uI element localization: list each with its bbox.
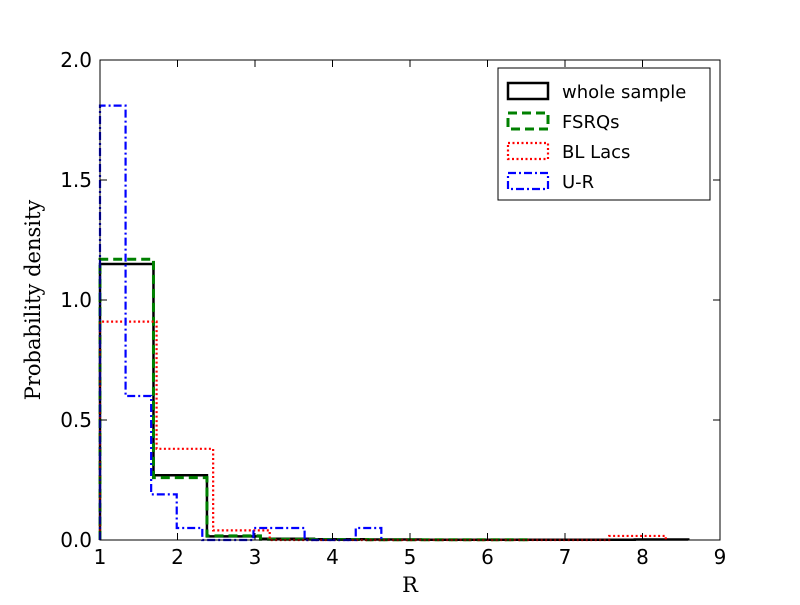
- x-tick-label: 6: [481, 545, 494, 569]
- x-tick-label: 8: [636, 545, 649, 569]
- x-tick-label: 1: [94, 545, 107, 569]
- y-tick-label: 0.5: [60, 408, 92, 432]
- legend-label: whole sample: [562, 82, 686, 103]
- legend-swatch: [506, 81, 550, 101]
- x-tick-label: 7: [559, 545, 572, 569]
- x-tick-label: 2: [171, 545, 184, 569]
- legend-label: U-R: [562, 172, 594, 193]
- y-tick-label: 0.0: [60, 528, 92, 552]
- x-tick-label: 5: [404, 545, 417, 569]
- series-whole-sample: [98, 262, 690, 542]
- legend-swatch: [506, 171, 550, 191]
- legend-swatch: [506, 141, 550, 161]
- y-axis-label: Probability density: [21, 200, 45, 401]
- legend-box: [497, 67, 711, 201]
- series-fsrqs: [98, 257, 530, 542]
- series-bl-lacs: [98, 320, 667, 542]
- legend-swatch: [506, 111, 550, 131]
- x-axis-label: R: [402, 573, 419, 597]
- axes-layer: 1 2 3 4 5 6 7 8 9 0.0 0.5 1.0 1.5 2.0: [60, 48, 726, 569]
- x-tick-label: 3: [249, 545, 262, 569]
- legend: whole sample FSRQs BL Lacs U-R: [497, 67, 711, 201]
- legend-label: BL Lacs: [562, 142, 630, 163]
- y-tick-label: 1.0: [60, 288, 92, 312]
- legend-label: FSRQs: [562, 112, 620, 133]
- y-tick-label: 2.0: [60, 48, 92, 72]
- x-tick-label: 9: [714, 545, 727, 569]
- series-u-r: [98, 104, 383, 542]
- x-tick-label: 4: [326, 545, 339, 569]
- y-tick-label: 1.5: [60, 168, 92, 192]
